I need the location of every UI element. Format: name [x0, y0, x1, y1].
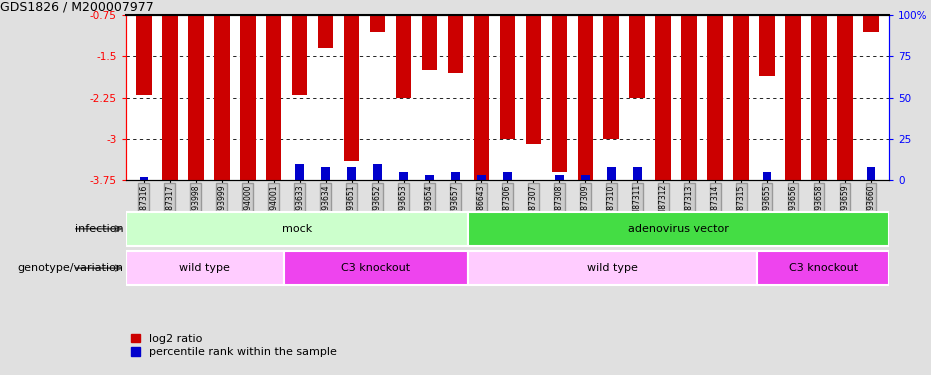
- Bar: [555, 175, 563, 180]
- FancyBboxPatch shape: [126, 211, 468, 246]
- Bar: [140, 177, 148, 180]
- Bar: [373, 164, 382, 180]
- Bar: [321, 167, 330, 180]
- Bar: [811, 15, 827, 180]
- Bar: [837, 15, 853, 180]
- FancyBboxPatch shape: [126, 251, 284, 285]
- Bar: [607, 167, 615, 180]
- Bar: [214, 15, 230, 180]
- Bar: [633, 167, 641, 180]
- Bar: [655, 15, 671, 180]
- Bar: [295, 164, 304, 180]
- Text: GDS1826 / M200007977: GDS1826 / M200007977: [0, 1, 154, 14]
- Bar: [577, 15, 593, 180]
- Bar: [734, 15, 749, 180]
- Bar: [347, 167, 356, 180]
- Bar: [681, 15, 697, 180]
- Legend: log2 ratio, percentile rank within the sample: log2 ratio, percentile rank within the s…: [131, 334, 337, 357]
- Text: adenovirus vector: adenovirus vector: [628, 224, 729, 234]
- Bar: [399, 172, 408, 180]
- Bar: [292, 15, 307, 95]
- Bar: [188, 15, 204, 180]
- Text: wild type: wild type: [587, 263, 638, 273]
- Bar: [708, 15, 722, 180]
- FancyBboxPatch shape: [758, 251, 889, 285]
- Bar: [603, 15, 619, 139]
- Bar: [629, 15, 645, 98]
- Bar: [503, 172, 512, 180]
- Text: C3 knockout: C3 knockout: [789, 263, 857, 273]
- Bar: [396, 15, 412, 98]
- Bar: [422, 15, 438, 70]
- Text: genotype/variation: genotype/variation: [18, 263, 124, 273]
- Bar: [344, 15, 359, 161]
- Bar: [581, 175, 589, 180]
- Bar: [478, 175, 486, 180]
- Bar: [760, 15, 775, 75]
- Bar: [266, 15, 281, 180]
- Bar: [474, 15, 489, 180]
- Bar: [136, 15, 152, 95]
- FancyBboxPatch shape: [284, 251, 468, 285]
- Text: infection: infection: [75, 224, 124, 234]
- Bar: [240, 15, 255, 180]
- FancyBboxPatch shape: [468, 251, 758, 285]
- Bar: [526, 15, 541, 144]
- Bar: [785, 15, 801, 180]
- Bar: [867, 167, 875, 180]
- Bar: [370, 15, 385, 32]
- Text: mock: mock: [282, 224, 312, 234]
- Bar: [425, 175, 434, 180]
- Bar: [863, 15, 879, 32]
- Bar: [500, 15, 515, 139]
- Bar: [762, 172, 772, 180]
- Bar: [551, 15, 567, 172]
- Bar: [317, 15, 333, 48]
- Bar: [452, 172, 460, 180]
- Text: C3 knockout: C3 knockout: [341, 263, 411, 273]
- Text: wild type: wild type: [180, 263, 230, 273]
- FancyBboxPatch shape: [468, 211, 889, 246]
- Bar: [448, 15, 464, 73]
- Bar: [162, 15, 178, 180]
